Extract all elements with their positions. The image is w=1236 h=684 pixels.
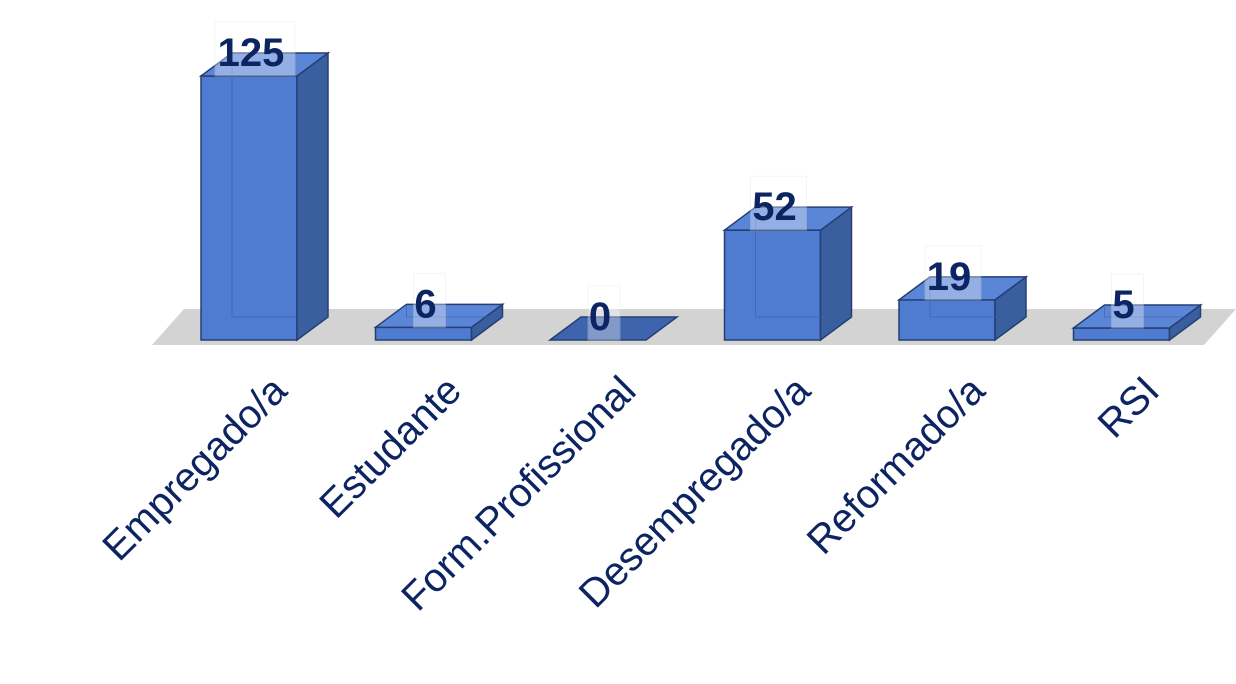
bar-front-face xyxy=(723,229,822,341)
bar xyxy=(1071,303,1203,342)
bar xyxy=(198,51,331,342)
bar-top-face xyxy=(198,52,331,77)
data-label: 52 xyxy=(752,185,797,229)
data-label: 19 xyxy=(927,255,972,299)
data-label: 6 xyxy=(414,282,436,326)
bar-front-face xyxy=(374,326,473,341)
bar-back-edge xyxy=(755,207,852,318)
bar-top-face xyxy=(373,303,505,329)
bar-front-face xyxy=(898,299,996,341)
bar xyxy=(722,205,854,342)
data-labels-group: 125 6 0 52 19 5 xyxy=(214,21,1144,341)
bar-back-edge xyxy=(929,276,1026,318)
bar xyxy=(373,302,505,342)
bar-front-face xyxy=(1072,327,1171,341)
category-labels-group: Empregado/a EstudanteForm.ProfissionalDes… xyxy=(94,368,1167,620)
bar xyxy=(896,275,1029,342)
bar-top-face xyxy=(722,206,854,231)
category-label: Empregado/a xyxy=(94,368,295,569)
data-label-box xyxy=(214,21,296,77)
data-label: 5 xyxy=(1112,283,1134,327)
bar-front-face xyxy=(200,75,298,341)
data-label-box xyxy=(750,175,807,231)
bar-top-face xyxy=(896,276,1029,301)
bars-group xyxy=(198,51,1203,342)
bar xyxy=(547,316,680,341)
category-label: RSI xyxy=(1090,368,1168,446)
bar-zero-slab xyxy=(547,316,680,341)
data-label: 125 xyxy=(218,31,285,75)
data-label-box xyxy=(924,245,982,301)
data-label: 0 xyxy=(589,295,611,339)
bar-side-face xyxy=(296,51,329,342)
category-label: Estudante xyxy=(311,368,469,526)
data-label-box xyxy=(413,272,446,328)
bar-back-edge xyxy=(231,53,328,318)
data-label-box xyxy=(587,285,621,341)
category-label: Reformado/a xyxy=(799,368,994,563)
bar-back-edge xyxy=(1104,305,1201,318)
data-label-box xyxy=(1111,273,1144,329)
bar-back-edge xyxy=(406,304,503,318)
